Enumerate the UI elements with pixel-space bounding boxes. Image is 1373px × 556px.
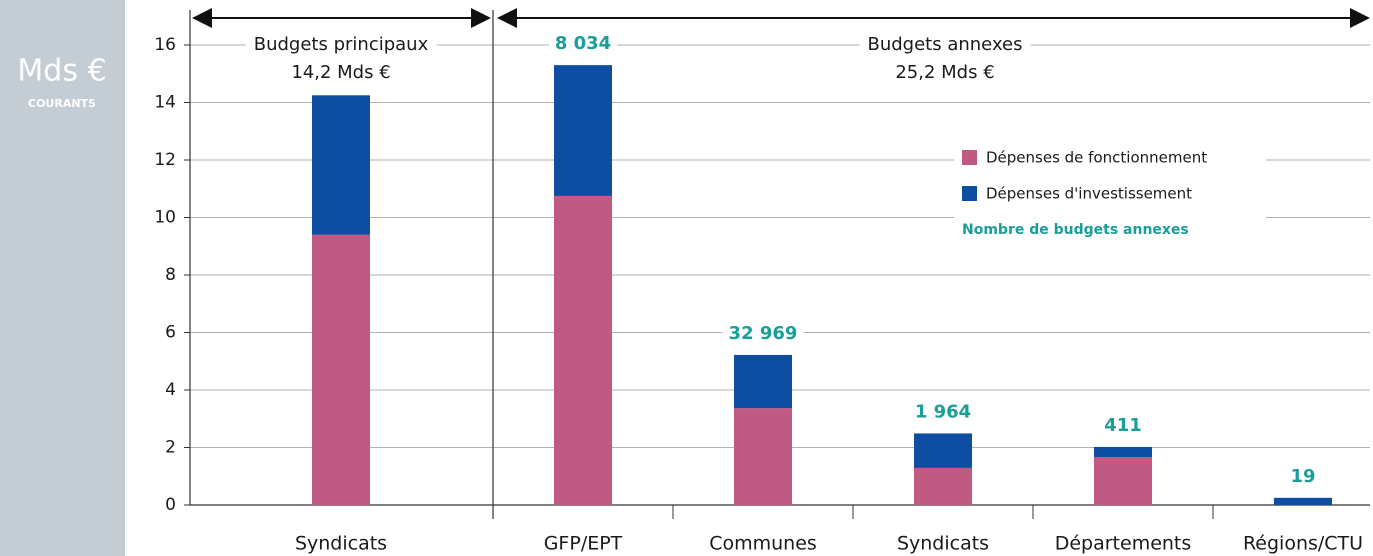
bar-segment (734, 354, 792, 409)
y-axis-title: Mds € (17, 54, 106, 89)
y-tick-label: 14 (154, 93, 176, 113)
x-tick-label: Communes (709, 533, 817, 555)
legend-swatch (962, 186, 977, 201)
count-label: 411 (1104, 415, 1142, 436)
y-tick-label: 0 (165, 495, 176, 515)
annotation-text: 14,2 Mds € (291, 62, 390, 83)
bar-segment (1094, 446, 1152, 457)
x-tick-label: GFP/EPT (544, 533, 623, 555)
bar-segment (554, 65, 612, 196)
y-tick-label: 12 (154, 150, 176, 170)
count-label: 8 034 (555, 33, 611, 54)
count-label: 19 (1290, 466, 1315, 487)
bar-segment (312, 234, 370, 505)
label-background (908, 399, 978, 425)
annotation-text: 25,2 Mds € (895, 62, 994, 83)
x-tick-label: Régions/CTU (1243, 533, 1363, 555)
label-background (1284, 463, 1322, 489)
label-backgrounds (245, 31, 1322, 489)
legend-label: Dépenses d'investissement (986, 185, 1192, 203)
annotation-title: Budgets annexes (868, 34, 1023, 55)
y-axis-subtitle: COURANTS (28, 97, 96, 110)
legend-label: Dépenses de fonctionnement (986, 149, 1207, 167)
annotation-title: Budgets principaux (254, 34, 429, 55)
count-label: 1 964 (915, 401, 971, 422)
bar-segment (554, 195, 612, 505)
bar-segment (1274, 497, 1332, 505)
y-tick-label: 4 (165, 380, 176, 400)
x-tick-label: Syndicats (295, 533, 387, 555)
y-tick-label: 6 (165, 323, 176, 343)
label-background (548, 31, 618, 57)
bar-segment (734, 408, 792, 505)
y-tick-label: 8 (165, 265, 176, 285)
count-label: 32 969 (729, 323, 798, 344)
x-tick-label: Syndicats (897, 533, 989, 555)
label-background (1098, 412, 1148, 438)
x-tick-label: Départements (1055, 533, 1192, 555)
label-background (245, 32, 437, 57)
label-background (859, 32, 1031, 57)
y-tick-label: 2 (165, 438, 176, 458)
bar-segment (312, 95, 370, 235)
y-tick-label: 10 (154, 208, 176, 228)
axis-title-panel (0, 0, 125, 556)
label-background (722, 320, 804, 346)
bar-segment (1094, 456, 1152, 505)
legend-background (954, 142, 1266, 242)
legend-label: Nombre de budgets annexes (962, 222, 1189, 238)
y-tick-label: 16 (154, 35, 176, 55)
bar-segment (914, 467, 972, 505)
bar-segment (914, 433, 972, 468)
plot: 0 2 4 6 8 10 12 14 16 Syndicats GFP/EPT 8 034 Commun… (154, 8, 1370, 555)
legend-swatch (962, 150, 977, 165)
